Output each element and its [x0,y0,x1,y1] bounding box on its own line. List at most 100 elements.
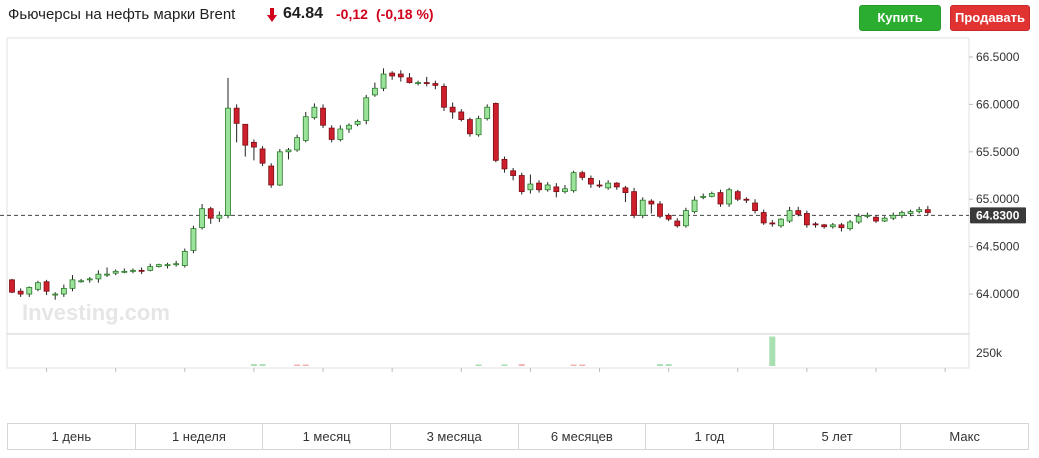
candle-down [579,172,586,178]
candle-down [432,83,439,86]
candle-up [130,269,136,272]
y-tick-label: 64.5000 [976,240,1020,254]
investing-watermark: Investing.com [22,300,170,325]
range-3-months[interactable]: 3 месяца [391,424,519,449]
candle-up [907,211,914,214]
sell-button[interactable]: Продавать [950,5,1030,31]
last-price: 64.84 [283,5,324,22]
candle-down [449,106,456,113]
time-range-selector: 1 день 1 неделя 1 месяц 3 месяца 6 месяц… [7,423,1029,450]
candle-down [501,158,508,170]
candle-up [864,214,871,217]
candle-up [899,212,905,216]
candle-down [821,224,828,228]
volume-bar [665,364,672,366]
candle-up [855,215,862,223]
volume-bar [769,336,776,366]
candlestick-chart[interactable]: Investing.com 66.5000 66.0000 65.5000 65.00… [0,34,1039,374]
candle-up [570,172,577,192]
candle-down [717,192,724,205]
candle-up [380,73,387,89]
volume-bar [570,364,577,366]
candle-up [112,270,119,274]
candle-up [311,106,318,119]
candle-down [518,175,525,193]
candle-up [285,149,292,153]
candle-down [328,127,335,140]
candle-up [415,82,421,84]
candle-up [847,221,853,230]
volume-bar [302,364,309,366]
candle-up [26,287,33,295]
candle-up [778,218,784,227]
candle-down [251,141,257,148]
y-tick-label: 65.5000 [976,145,1020,159]
range-5-years[interactable]: 5 лет [774,424,902,449]
candle-up [35,282,41,290]
range-1-year[interactable]: 1 год [646,424,774,449]
range-1-week[interactable]: 1 неделя [136,424,264,449]
volume-bar [475,364,482,366]
range-max[interactable]: Макс [949,429,980,444]
candle-down [924,209,931,213]
volume-bar [250,364,257,366]
plot-frame [6,37,970,369]
candle-down [233,107,240,124]
candle-down [458,111,465,120]
candle-up [544,184,551,191]
candle-down [242,123,249,146]
candle-up [683,210,689,227]
candle-up [363,97,370,121]
candle-down [423,82,430,84]
candle-down [397,73,404,78]
candle-up [691,199,698,212]
candle-up [726,189,733,205]
candle-up [475,118,482,136]
candle-up [173,263,180,266]
candle-down [536,182,542,191]
candle-down [587,177,594,185]
candle-down [138,269,145,272]
candle-down [803,213,810,226]
candle-up [69,279,76,289]
candle-down [596,184,603,187]
candle-up [337,128,344,140]
candle-down [812,223,819,226]
candle-down [510,170,517,176]
candle-down [259,148,266,164]
axes: 66.5000 66.0000 65.5000 65.0000 64.5000 64.00… [46,50,1026,372]
candle-up [147,266,154,271]
current-price-badge [970,207,1026,224]
range-1-month[interactable]: 1 месяц [263,424,391,449]
candle-down [769,222,776,225]
candle-up [164,264,171,267]
range-6-months[interactable]: 6 месяцев [519,424,647,449]
y-tick-label: 64.0000 [976,287,1020,301]
candle-up [225,107,231,216]
candle-down [17,290,24,295]
candle-up [216,214,223,219]
candle-up [527,183,534,191]
price-change: -0,12 [336,6,368,22]
candle-up [786,210,793,222]
volume-bar [501,364,508,366]
candle-up [881,217,888,222]
candle-down [467,119,473,135]
candle-down [441,85,447,108]
candle-up [86,278,93,281]
volume-label: 250k [976,346,1003,360]
range-1-day[interactable]: 1 день [8,424,136,449]
candle-up [190,228,197,251]
candle-down [320,107,326,126]
candle-down [795,210,802,215]
candle-up [121,270,128,273]
candle-down [613,182,620,188]
candle-up [700,195,707,198]
candle-up [829,224,836,228]
buy-button[interactable]: Купить [859,5,941,31]
candle-down [752,202,758,212]
candle-up [104,273,110,276]
volume-bars [250,336,776,366]
candle-up [916,209,923,212]
candle-down [622,187,629,193]
